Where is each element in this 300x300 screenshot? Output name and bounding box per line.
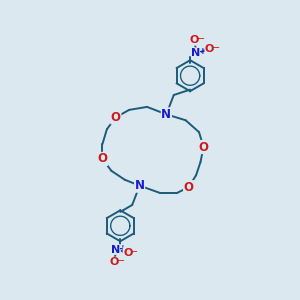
Text: O: O bbox=[123, 248, 132, 257]
Text: O: O bbox=[205, 44, 214, 54]
Text: N: N bbox=[111, 244, 120, 255]
Text: O: O bbox=[110, 257, 119, 267]
Text: O: O bbox=[98, 152, 107, 165]
Text: +: + bbox=[199, 47, 206, 56]
Text: O: O bbox=[111, 111, 121, 124]
Text: −: − bbox=[212, 43, 220, 53]
Text: O: O bbox=[184, 181, 194, 194]
Text: −: − bbox=[117, 256, 125, 266]
Text: N: N bbox=[161, 108, 171, 121]
Text: +: + bbox=[118, 244, 126, 253]
Text: O: O bbox=[199, 140, 208, 154]
Text: N: N bbox=[135, 179, 145, 192]
Text: −: − bbox=[197, 34, 205, 44]
Text: O: O bbox=[190, 35, 199, 45]
Text: −: − bbox=[130, 247, 138, 257]
Text: N: N bbox=[191, 48, 201, 58]
